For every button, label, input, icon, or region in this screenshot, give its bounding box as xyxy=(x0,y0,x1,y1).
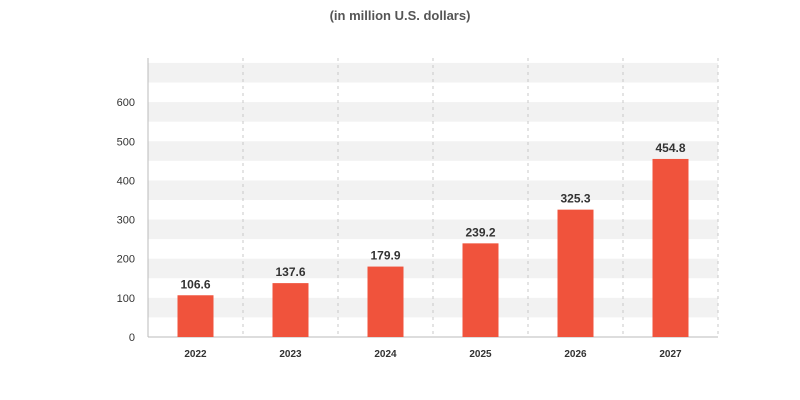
y-tick-label: 400 xyxy=(117,175,135,187)
x-tick-label: 2022 xyxy=(184,349,207,360)
bar-2026 xyxy=(557,209,594,337)
bar-2027 xyxy=(652,158,689,337)
data-label: 106.6 xyxy=(180,277,210,291)
x-tick-label: 2024 xyxy=(374,349,397,360)
y-tick-label: 600 xyxy=(117,97,135,109)
data-label: 325.3 xyxy=(560,192,590,206)
background-band xyxy=(148,219,718,240)
background-band xyxy=(148,102,718,122)
data-labels: 106.6 137.6 179.9 239.2 325.3 454.8 xyxy=(180,141,685,291)
x-tick-label: 2027 xyxy=(659,349,682,360)
x-axis-tick-labels: 2022 2023 2024 2025 2026 2027 xyxy=(184,349,682,360)
background-band xyxy=(148,297,718,318)
chart-subtitle: (in million U.S. dollars) xyxy=(329,8,471,23)
axes xyxy=(147,58,718,338)
bar-2024 xyxy=(367,266,404,337)
data-label: 454.8 xyxy=(655,141,685,155)
vertical-gridlines xyxy=(242,58,719,337)
bar-2023 xyxy=(272,283,309,337)
y-tick-label: 500 xyxy=(117,136,135,148)
y-tick-label: 0 xyxy=(129,332,135,344)
background-band xyxy=(148,180,718,200)
x-tick-label: 2025 xyxy=(469,349,492,360)
y-tick-label: 200 xyxy=(117,254,135,266)
bar-2025 xyxy=(462,243,499,337)
y-tick-label: 100 xyxy=(117,293,135,305)
x-tick-label: 2026 xyxy=(564,349,587,360)
y-tick-label: 300 xyxy=(117,215,135,227)
x-tick-label: 2023 xyxy=(279,349,302,360)
data-label: 137.6 xyxy=(275,265,305,279)
bar-2022 xyxy=(177,295,214,337)
data-label: 179.9 xyxy=(370,249,400,263)
bars xyxy=(177,158,689,337)
data-label: 239.2 xyxy=(465,225,495,239)
y-axis-tick-labels: 0 100 200 300 400 500 600 xyxy=(117,97,135,344)
